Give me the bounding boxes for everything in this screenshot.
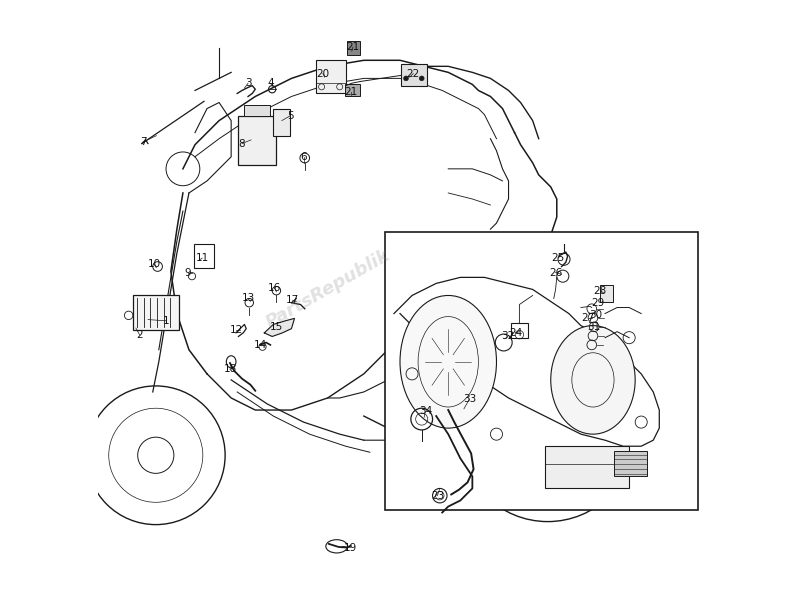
Text: 34: 34 — [418, 406, 432, 416]
Text: 21: 21 — [344, 87, 357, 96]
Text: 7: 7 — [141, 137, 147, 147]
Polygon shape — [264, 318, 294, 336]
Text: 13: 13 — [242, 294, 254, 303]
Bar — [345, 84, 360, 96]
Bar — [614, 451, 647, 476]
Text: 21: 21 — [346, 42, 359, 52]
Text: 11: 11 — [195, 253, 209, 263]
Bar — [274, 109, 290, 136]
Circle shape — [419, 76, 424, 81]
Text: PartsRepublik: PartsRepublik — [262, 247, 393, 332]
Text: 29: 29 — [591, 298, 605, 308]
Bar — [545, 446, 629, 488]
Text: 22: 22 — [406, 69, 420, 78]
Text: 33: 33 — [462, 394, 476, 404]
Text: 16: 16 — [268, 283, 282, 293]
Bar — [600, 285, 614, 302]
Bar — [238, 116, 276, 165]
Text: 15: 15 — [270, 322, 283, 332]
Text: 19: 19 — [344, 543, 357, 552]
Text: 5: 5 — [287, 111, 294, 121]
Ellipse shape — [550, 326, 635, 434]
Text: 18: 18 — [223, 364, 237, 374]
Text: 12: 12 — [230, 326, 242, 335]
Text: 27: 27 — [582, 314, 594, 323]
Circle shape — [404, 76, 409, 81]
Text: 26: 26 — [549, 268, 562, 277]
Bar — [315, 60, 346, 93]
Text: 4: 4 — [267, 78, 274, 88]
Bar — [385, 232, 698, 510]
Ellipse shape — [400, 295, 497, 428]
Text: 10: 10 — [147, 259, 161, 269]
Text: 20: 20 — [316, 69, 330, 78]
Text: 3: 3 — [245, 78, 251, 88]
Text: 28: 28 — [594, 286, 607, 295]
Text: 17: 17 — [286, 295, 299, 305]
Text: 8: 8 — [238, 139, 246, 148]
Text: 23: 23 — [430, 491, 444, 500]
Text: 1: 1 — [162, 316, 170, 326]
Text: 24: 24 — [509, 328, 522, 338]
Text: 31: 31 — [587, 322, 601, 332]
Bar — [511, 323, 528, 338]
Text: 14: 14 — [254, 340, 266, 350]
Bar — [194, 244, 214, 268]
Bar — [347, 41, 360, 55]
Text: 9: 9 — [185, 268, 191, 277]
Bar — [134, 295, 178, 330]
Bar — [402, 64, 426, 86]
Text: 32: 32 — [501, 332, 514, 341]
Text: 25: 25 — [551, 253, 565, 263]
Bar — [245, 105, 270, 116]
Text: 6: 6 — [300, 152, 307, 162]
Text: 30: 30 — [590, 310, 602, 320]
Text: 2: 2 — [136, 330, 143, 339]
